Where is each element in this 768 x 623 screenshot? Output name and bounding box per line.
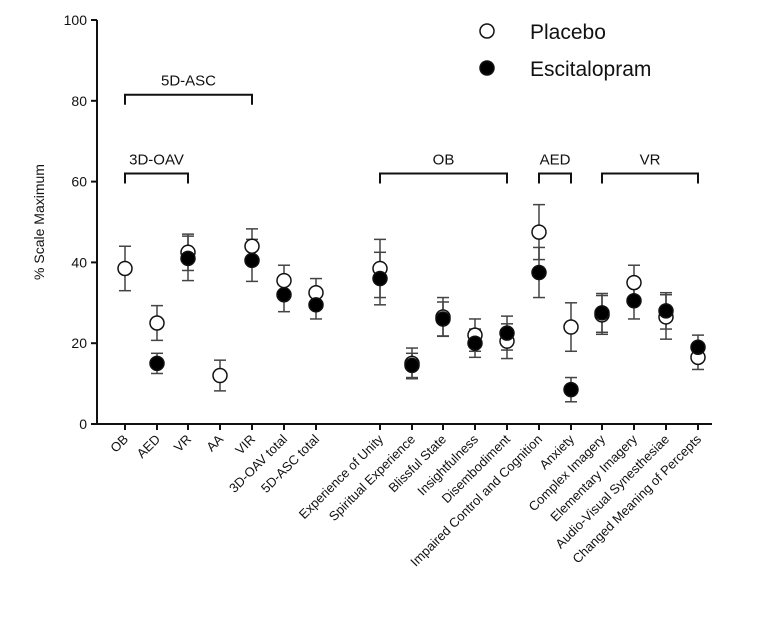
group-bracket	[538, 172, 572, 184]
escitalopram-point	[563, 381, 579, 398]
placebo-point	[563, 319, 579, 335]
y-tick-label: 60	[71, 174, 87, 190]
escitalopram-point	[180, 250, 196, 267]
x-tick-label: OB	[107, 432, 131, 456]
escitalopram-point	[372, 270, 388, 287]
group-bracket-label: AED	[540, 152, 571, 169]
escitalopram-point	[467, 335, 483, 351]
escitalopram-point	[149, 355, 165, 372]
escitalopram-point	[404, 357, 420, 374]
placebo-point	[149, 315, 165, 331]
group-bracket	[379, 172, 508, 184]
escitalopram-point	[626, 293, 642, 309]
group-bracket	[124, 172, 189, 184]
group-bracket-label: VR	[640, 152, 661, 169]
escitalopram-point	[499, 325, 515, 341]
escitalopram-point	[276, 286, 292, 303]
escitalopram-point	[244, 252, 260, 269]
y-tick-label: 100	[64, 12, 88, 28]
escitalopram-point	[531, 264, 547, 281]
placebo-point	[276, 272, 292, 289]
escitalopram-point	[308, 297, 324, 313]
y-tick-label: 0	[79, 416, 87, 432]
placebo-point	[244, 238, 260, 254]
legend-label: Escitalopram	[530, 58, 651, 81]
y-axis-label: % Scale Maximum	[31, 164, 47, 280]
group-bracket-label: 5D-ASC	[161, 73, 216, 90]
escitalopram-point	[658, 303, 674, 319]
y-tick-label: 40	[71, 254, 87, 270]
group-bracket	[124, 93, 253, 105]
placebo-point	[117, 260, 133, 277]
x-tick-label: VR	[171, 432, 194, 455]
placebo-point	[531, 224, 547, 240]
x-tick-label: VIR	[232, 432, 258, 458]
placebo-point	[212, 367, 228, 384]
escitalopram-point	[594, 305, 610, 321]
legend-marker	[479, 60, 495, 76]
legend-marker	[479, 23, 495, 39]
escitalopram-point	[435, 311, 451, 327]
y-tick-label: 80	[71, 93, 87, 109]
placebo-point	[626, 274, 642, 291]
x-tick-label: AA	[203, 431, 226, 454]
y-tick-label: 20	[71, 335, 87, 351]
group-bracket	[601, 172, 699, 184]
escitalopram-point	[690, 339, 706, 355]
legend-label: Placebo	[530, 21, 606, 44]
x-tick-label: AED	[134, 432, 164, 462]
group-bracket-label: 3D-OAV	[129, 152, 184, 169]
group-bracket-label: OB	[433, 152, 455, 169]
